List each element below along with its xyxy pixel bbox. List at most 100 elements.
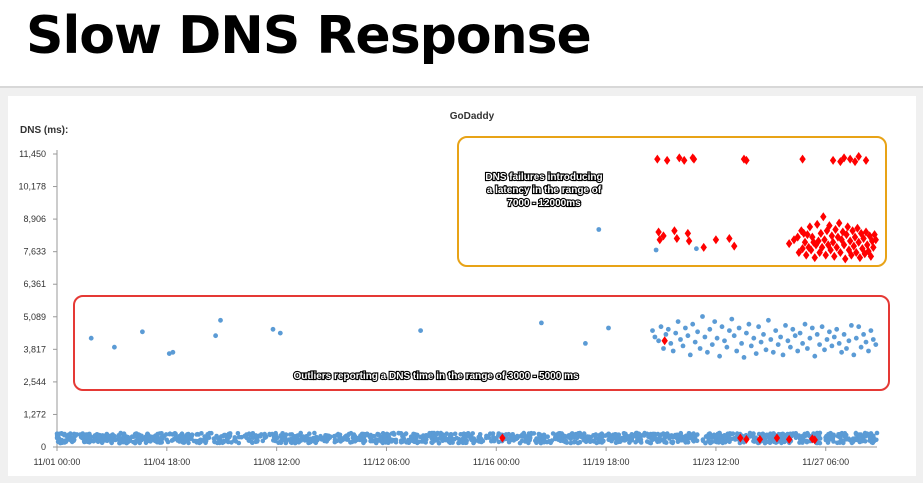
baseline-point — [202, 434, 207, 439]
y-tick-label: 11,450 — [19, 149, 46, 159]
failure-point — [846, 154, 854, 164]
baseline-point — [148, 438, 154, 444]
baseline-point — [146, 435, 151, 440]
baseline-point — [606, 431, 612, 437]
baseline-point — [301, 434, 306, 439]
baseline-point — [839, 438, 844, 444]
failure-point — [868, 236, 876, 246]
baseline-point — [121, 433, 126, 438]
baseline-point — [83, 434, 89, 440]
baseline-point — [779, 440, 784, 446]
baseline-point — [106, 433, 111, 439]
outlier-point — [670, 348, 676, 354]
baseline-point — [556, 431, 562, 436]
baseline-point — [549, 438, 555, 443]
failure-point — [843, 230, 850, 240]
baseline-point — [490, 431, 496, 436]
baseline-point — [321, 435, 327, 441]
y-tick-label: 6,361 — [23, 279, 46, 289]
baseline-point — [537, 432, 543, 437]
outlier-point — [680, 343, 686, 349]
baseline-point — [557, 435, 562, 440]
outlier-point — [788, 344, 793, 350]
baseline-point — [869, 439, 874, 445]
x-tick-label: 11/19 18:00 — [583, 457, 630, 467]
baseline-point — [324, 439, 330, 444]
failure-point — [826, 221, 833, 231]
outlier-point — [88, 335, 94, 341]
baseline-point — [470, 431, 476, 436]
outlier-point — [761, 332, 766, 337]
outlier-point — [673, 330, 679, 336]
failure-point — [827, 245, 834, 255]
outlier-point — [746, 321, 752, 327]
outlier-point — [753, 351, 759, 356]
baseline-point — [576, 431, 581, 436]
baseline-point — [600, 439, 606, 444]
outlier-point — [683, 325, 688, 331]
failure-point — [862, 155, 870, 165]
baseline-point — [486, 435, 492, 440]
annotation-text: DNS failures introducing — [485, 172, 602, 183]
failure-point — [654, 154, 661, 164]
outlier-point — [658, 324, 664, 330]
failure-point — [794, 232, 801, 242]
outlier-point — [785, 338, 791, 344]
failure-point — [838, 235, 845, 245]
baseline-point — [534, 436, 539, 441]
failure-point — [829, 237, 837, 247]
baseline-point — [646, 440, 652, 445]
baseline-point — [608, 435, 614, 440]
x-tick-label: 11/27 06:00 — [802, 457, 849, 467]
baseline-point — [68, 431, 73, 436]
failure-point — [833, 242, 840, 252]
baseline-point — [253, 439, 259, 445]
outlier-point — [727, 328, 732, 333]
baseline-point — [243, 434, 248, 439]
failure-point — [499, 433, 506, 443]
baseline-point — [788, 431, 793, 437]
baseline-point — [491, 438, 497, 444]
baseline-point — [87, 431, 92, 437]
outlier-point — [418, 328, 423, 333]
failure-point — [867, 251, 875, 261]
baseline-point — [435, 431, 441, 436]
failure-point — [726, 233, 733, 243]
baseline-point — [159, 440, 164, 445]
outlier-point — [213, 333, 219, 339]
outlier-point — [780, 352, 786, 358]
failure-point — [846, 236, 854, 246]
baseline-point — [183, 437, 189, 443]
outlier-point — [692, 339, 698, 345]
y-tick-label: 2,544 — [23, 377, 46, 387]
baseline-point — [479, 438, 484, 443]
baseline-point — [694, 438, 700, 444]
baseline-point — [674, 434, 679, 440]
outlier-point — [739, 341, 744, 346]
baseline-point — [817, 440, 823, 446]
baseline-point — [225, 436, 230, 442]
baseline-point — [59, 431, 65, 437]
baseline-point — [690, 435, 695, 440]
failure-point — [839, 227, 847, 237]
failure-point — [831, 251, 838, 261]
outlier-point — [112, 344, 117, 350]
outlier-point — [709, 342, 715, 347]
baseline-point — [278, 433, 283, 438]
outlier-series — [88, 227, 879, 360]
baseline-point — [307, 440, 312, 445]
baseline-point — [367, 435, 373, 440]
baseline-point — [835, 440, 840, 446]
baseline-point — [722, 433, 727, 438]
baseline-point — [404, 440, 409, 445]
outlier-point — [827, 329, 832, 335]
baseline-point — [383, 440, 389, 445]
baseline-point — [730, 431, 736, 437]
failure-point — [690, 154, 698, 164]
failure-point — [773, 433, 781, 443]
y-tick-label: 3,817 — [23, 344, 46, 354]
outlier-point — [653, 247, 659, 253]
baseline-point — [418, 434, 423, 440]
baseline-point — [427, 430, 432, 436]
baseline-point — [716, 439, 721, 444]
